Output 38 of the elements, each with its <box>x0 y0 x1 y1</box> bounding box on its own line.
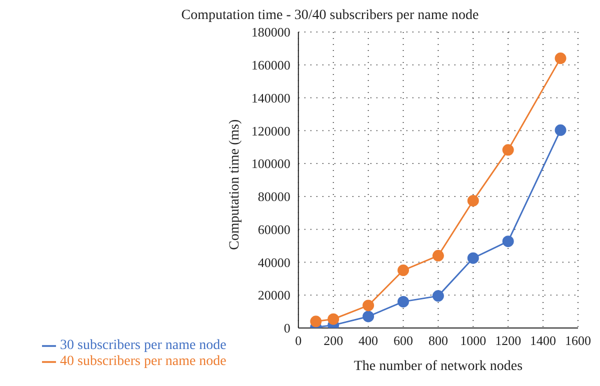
x-tick-label: 1000 <box>460 333 486 348</box>
y-tick-label: 40000 <box>258 254 290 270</box>
point <box>502 236 514 248</box>
point <box>362 300 374 312</box>
legend-label: 30 subscribers per name node <box>60 338 226 353</box>
y-axis-title: Computation time (ms) <box>227 119 242 250</box>
y-tick-label: 140000 <box>251 90 290 106</box>
x-tick-label: 400 <box>358 333 378 348</box>
y-tick-label: 180000 <box>251 24 290 40</box>
y-tick-label: 0 <box>284 320 290 336</box>
x-tick-label: 600 <box>394 333 414 348</box>
y-tick-label: 60000 <box>258 222 290 237</box>
x-tick-label: 1600 <box>565 333 591 348</box>
x-tick-label: 0 <box>295 333 302 348</box>
x-tick-label: 200 <box>324 333 344 348</box>
x-tick-label: 800 <box>428 333 448 348</box>
legend-label: 40 subscribers per name node <box>60 354 226 369</box>
point <box>432 290 444 302</box>
chart-title: Computation time - 30/40 subscribers per name node <box>180 8 480 24</box>
point <box>554 52 566 64</box>
x-tick-label: 1200 <box>495 333 522 348</box>
point <box>467 252 479 264</box>
point <box>467 194 479 206</box>
point <box>328 313 340 325</box>
point <box>554 124 566 136</box>
point <box>362 310 374 322</box>
y-tick-label: 100000 <box>251 156 290 172</box>
y-tick-label: 120000 <box>251 123 290 138</box>
point <box>432 250 444 262</box>
x-tick-label: 1400 <box>530 333 556 348</box>
point <box>398 296 410 308</box>
point <box>310 316 322 328</box>
y-tick-label: 20000 <box>258 288 290 303</box>
x-axis-title: The number of network nodes <box>354 359 523 374</box>
y-tick-label: 80000 <box>258 189 290 204</box>
point <box>398 264 410 276</box>
point <box>502 144 514 156</box>
y-tick-label: 160000 <box>251 58 290 73</box>
